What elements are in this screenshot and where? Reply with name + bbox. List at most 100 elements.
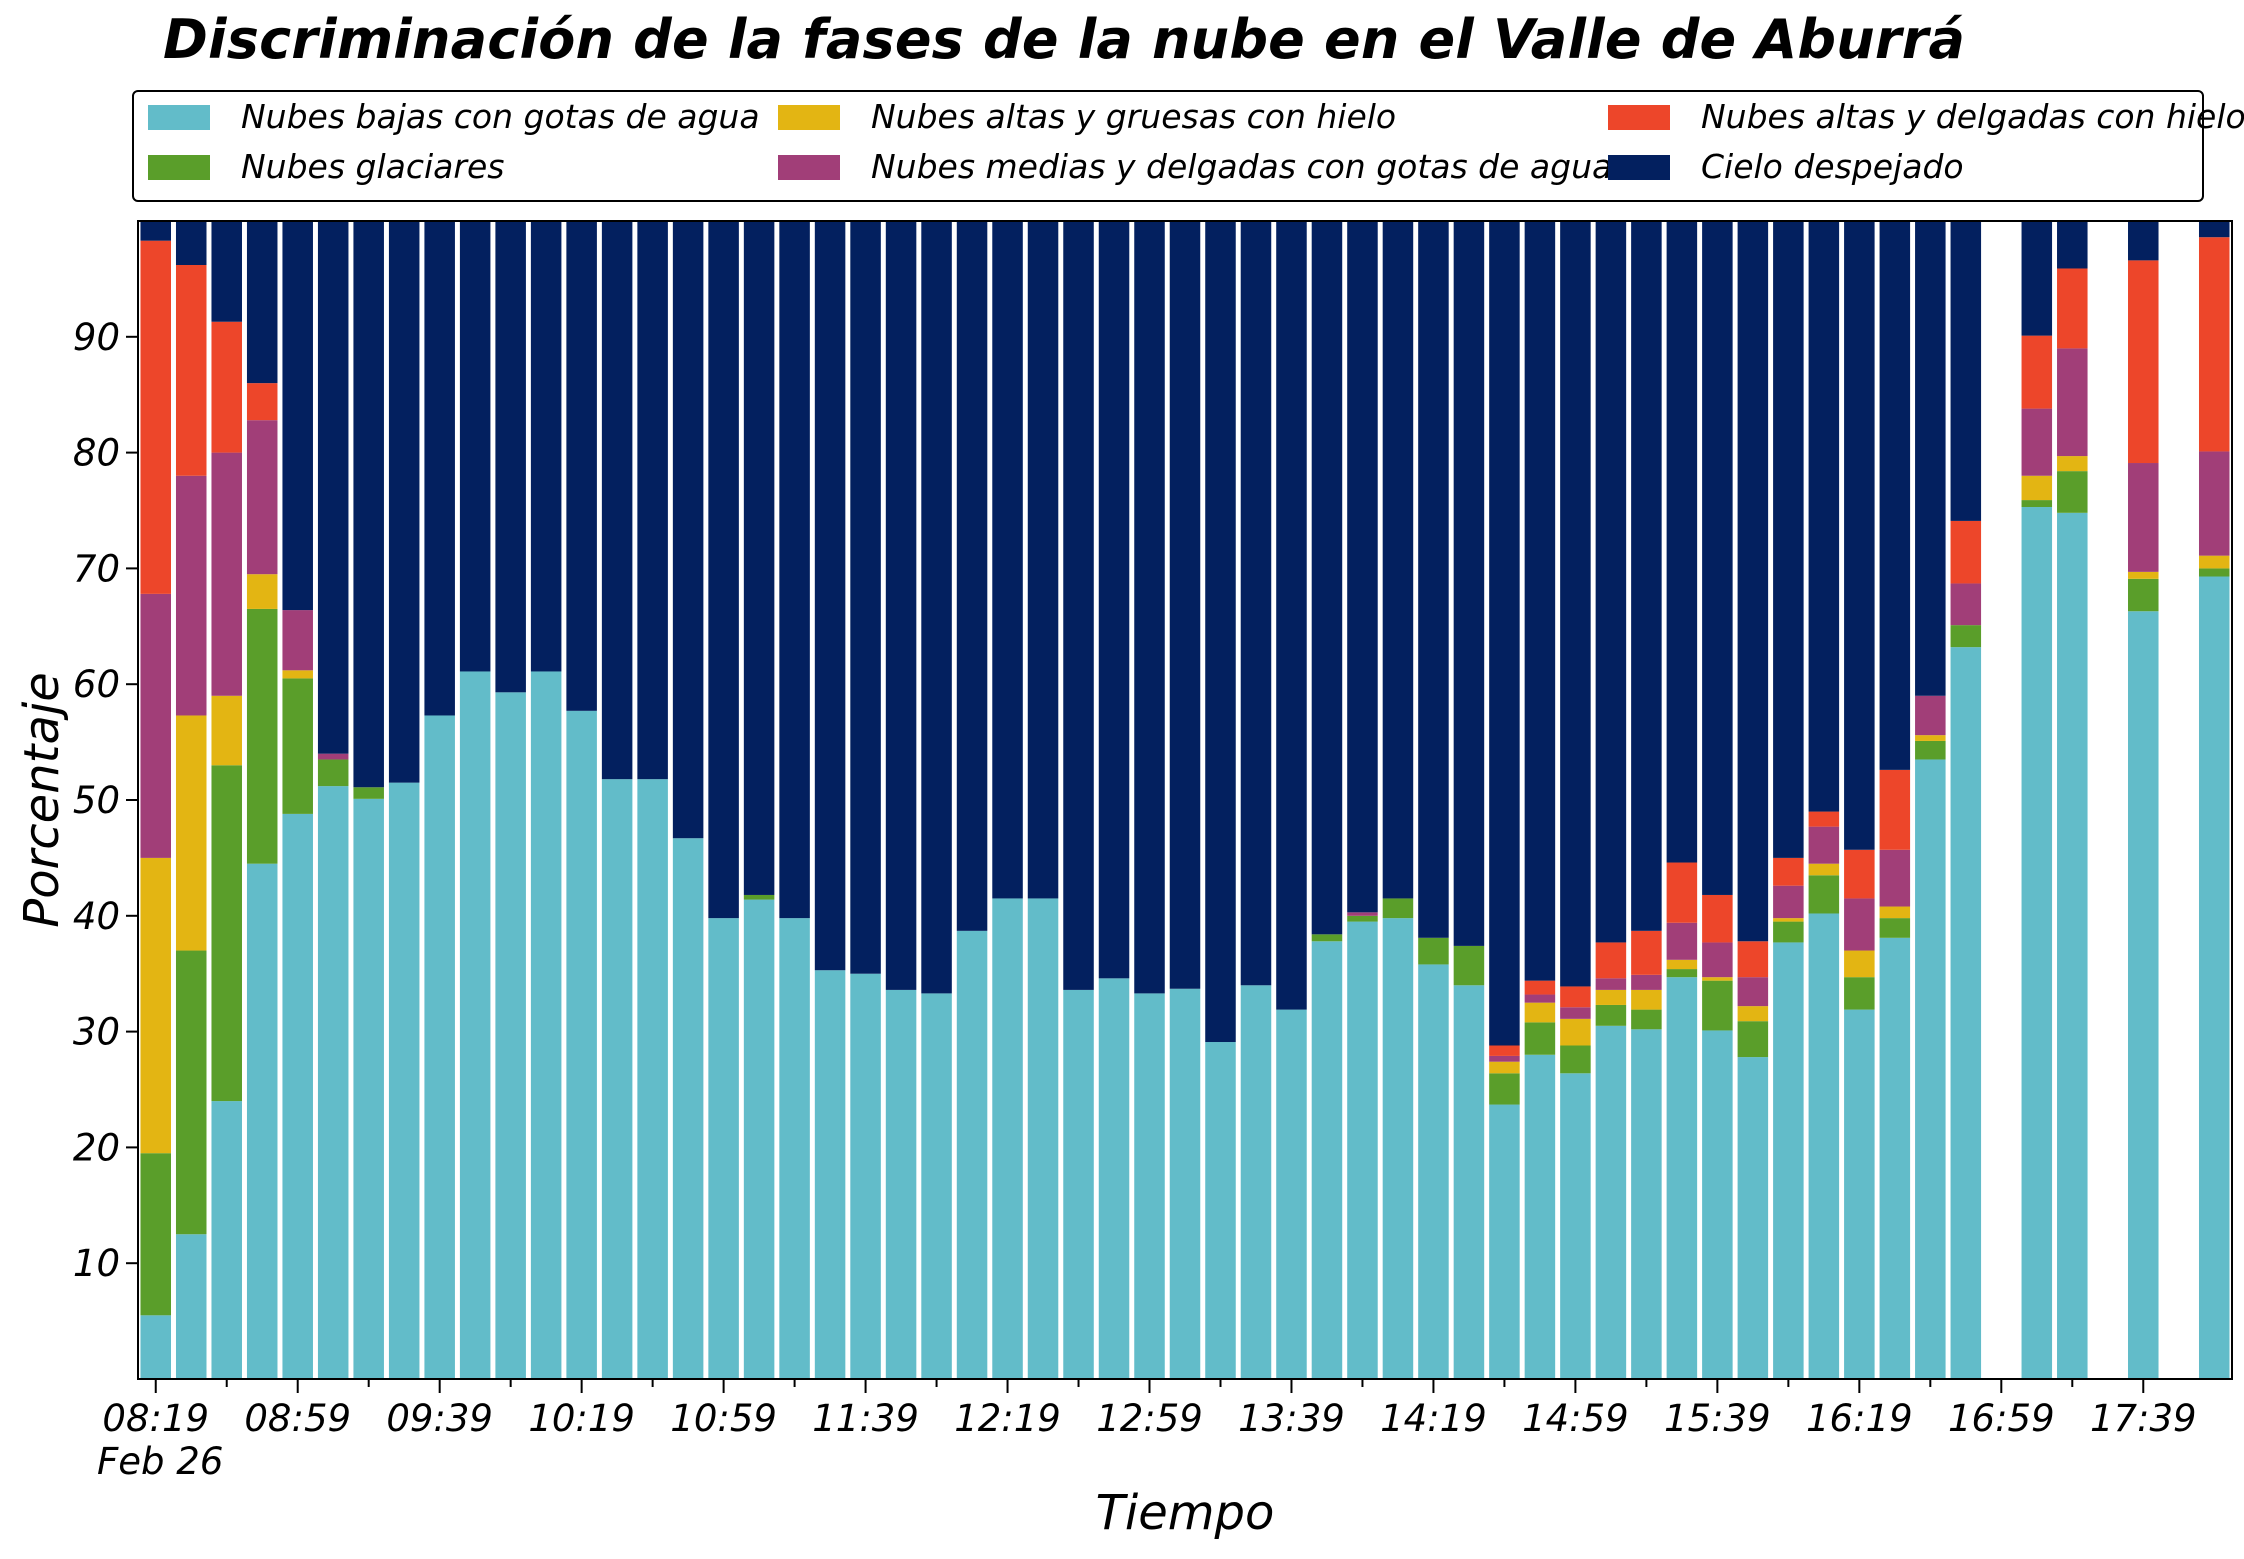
- bar-segment: [495, 692, 526, 1379]
- bar-segment: [246, 383, 278, 421]
- legend-label: Nubes bajas con gotas de agua: [241, 97, 760, 136]
- bar-segment: [530, 221, 562, 672]
- bar-segment: [814, 221, 846, 971]
- bar-segment: [2021, 507, 2053, 1379]
- y-tick-label: 20: [73, 1126, 120, 1169]
- bar-segment: [1950, 583, 1982, 626]
- bar-segment: [140, 857, 171, 1154]
- bar-segment: [2198, 576, 2230, 1379]
- bar-segment: [672, 838, 704, 1379]
- bar-segment: [1844, 849, 1875, 899]
- bar-segment: [211, 765, 242, 1102]
- bar-segment: [2057, 268, 2088, 349]
- x-tick-label: 10:19: [528, 1397, 635, 1440]
- bar-segment: [175, 221, 207, 265]
- bar-segment: [353, 798, 384, 1379]
- bar-segment: [282, 678, 313, 814]
- bar-segment: [1276, 221, 1307, 1010]
- bar-segment: [175, 475, 207, 716]
- x-tick-label: 11:39: [812, 1397, 919, 1440]
- bar-segment: [921, 221, 952, 994]
- bar-segment: [1702, 942, 1733, 978]
- y-tick-label: 70: [73, 547, 120, 590]
- bar-segment: [1808, 826, 1840, 864]
- x-tick-label: 08:59: [244, 1397, 351, 1440]
- x-tick-label: 08:19: [102, 1397, 209, 1440]
- bar-segment: [992, 221, 1023, 899]
- legend-label: Nubes medias y delgadas con gotas de agu…: [871, 147, 1612, 186]
- bar-segment: [246, 574, 278, 609]
- legend-swatch: [148, 155, 210, 180]
- bar-segment: [1666, 959, 1698, 970]
- bar-segment: [1489, 1055, 1520, 1062]
- bar-segment: [1063, 221, 1094, 990]
- bar-segment: [1844, 1009, 1875, 1379]
- bar-segment: [246, 608, 278, 864]
- bar-segment: [566, 710, 597, 1379]
- bar-segment: [1808, 863, 1840, 876]
- bar-segment: [1560, 1045, 1591, 1074]
- bar-segment: [1169, 221, 1201, 989]
- bar-segment: [1595, 989, 1627, 1005]
- bar-segment: [850, 973, 881, 1379]
- bar-segment: [2021, 500, 2053, 508]
- bar-segment: [317, 221, 349, 754]
- bar-segment: [1027, 898, 1059, 1379]
- bar-segment: [2128, 611, 2159, 1379]
- bar-segment: [1702, 221, 1733, 895]
- bar-segment: [1311, 941, 1343, 1379]
- bar-segment: [1950, 221, 1982, 521]
- bar-segment: [2128, 571, 2159, 579]
- x-axis-date-label: Feb 26: [97, 1440, 223, 1483]
- bar-segment: [1702, 1030, 1733, 1379]
- bar-segment: [1879, 937, 1911, 1379]
- bar-segment: [317, 759, 349, 787]
- bar-segment: [956, 930, 988, 1379]
- bar-segment: [1915, 759, 1946, 1379]
- bar-segment: [672, 221, 704, 839]
- bar-segment: [1560, 1018, 1591, 1046]
- bar-segment: [2021, 475, 2053, 501]
- bar-segment: [1524, 980, 1556, 995]
- bar-segment: [1524, 1054, 1556, 1379]
- bar-segment: [992, 898, 1023, 1379]
- bar-segment: [388, 782, 420, 1379]
- bar-segment: [1808, 221, 1840, 812]
- bar-segment: [1595, 942, 1627, 979]
- bar-segment: [1702, 977, 1733, 981]
- bar-segment: [566, 221, 597, 711]
- bar-segment: [1879, 769, 1911, 850]
- bar-segment: [1382, 898, 1414, 919]
- legend-label: Nubes altas y gruesas con hielo: [871, 97, 1396, 136]
- bar-segment: [1453, 945, 1485, 986]
- bar-segment: [2057, 221, 2088, 269]
- bar-segment: [601, 221, 633, 780]
- legend-swatch: [1608, 155, 1670, 180]
- bar-segment: [211, 452, 242, 696]
- bar-segment: [1915, 740, 1946, 760]
- bar-segment: [1773, 857, 1804, 886]
- bar-segment: [2021, 335, 2053, 409]
- bar-segment: [1098, 221, 1130, 979]
- bar-segment: [1879, 906, 1911, 919]
- x-tick-label: 15:39: [1664, 1397, 1771, 1440]
- bar-segment: [1666, 977, 1698, 1379]
- x-tick-label: 17:39: [2090, 1397, 2197, 1440]
- bar-segment: [885, 989, 917, 1379]
- bar-segment: [850, 221, 881, 974]
- bar-segment: [743, 899, 775, 1379]
- bar-segment: [1666, 221, 1698, 863]
- bar-segment: [1879, 221, 1911, 770]
- legend-swatch: [148, 105, 210, 130]
- bar-segment: [921, 993, 952, 1379]
- bar-segment: [1702, 980, 1733, 1031]
- bar-segment: [2198, 555, 2230, 569]
- bar-area: [140, 221, 2230, 1379]
- x-tick-label: 10:59: [670, 1397, 777, 1440]
- bar-segment: [1169, 988, 1201, 1379]
- bar-segment: [282, 221, 313, 611]
- bar-segment: [246, 863, 278, 1379]
- bar-segment: [2198, 221, 2230, 238]
- bar-segment: [743, 894, 775, 900]
